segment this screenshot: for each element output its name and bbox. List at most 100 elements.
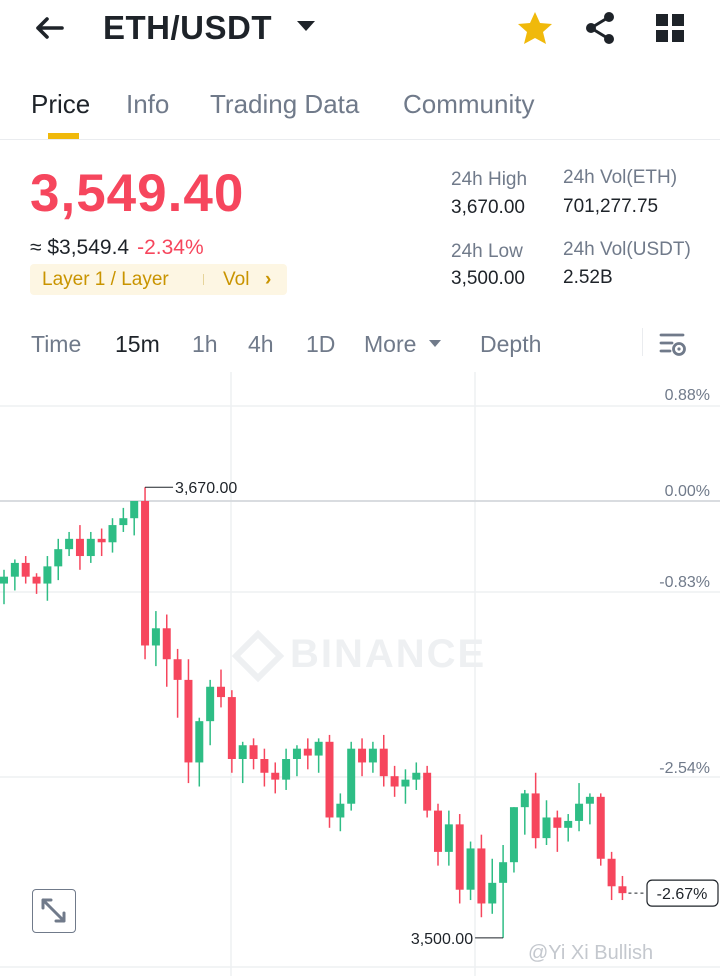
active-tab-indicator [48,133,79,139]
approx-usd-price: ≈ $3,549.4 [30,236,130,259]
tab-info[interactable]: Info [126,89,170,119]
candle-body [401,779,410,787]
share-button[interactable] [580,9,620,47]
interval-1h[interactable]: 1h [192,331,218,357]
candle-body [553,817,562,828]
interval-15m[interactable]: 15m [115,331,160,357]
candle-body [130,501,139,519]
interval-depth[interactable]: Depth [480,331,542,357]
candle-body [444,824,453,852]
category-tag-bar: Layer 1 / Layer Vol › [30,264,287,295]
candle-body [43,566,52,584]
current-price-badge [646,879,719,907]
candle-body [596,796,605,859]
candle-body [21,562,30,577]
candle-body [97,538,106,543]
candle-body [336,803,345,818]
stat-24h-vol-usdt-label: 24h Vol(USDT) [563,239,691,260]
interval-more[interactable]: More [364,330,443,358]
candle-body [434,810,442,852]
tab-price[interactable]: Price [31,89,91,119]
candle-body [65,538,74,550]
current-percent-label: -2.67% [657,886,708,903]
candle-body [195,721,204,763]
favorite-button[interactable] [515,9,555,47]
interval-bar: Time 15m 1h 4h 1D More Depth [0,322,720,366]
candle-body [347,748,356,804]
candle-body [509,807,518,863]
candle-body [314,741,323,756]
candle-body [499,862,508,883]
binance-watermark: BINANCE [290,632,486,676]
pair-title[interactable]: ETH/USDT [103,9,272,46]
candlestick-chart[interactable]: BINANCE 0.88% 0.00% -0.83% -2.54% 3,670.00 3,5… [0,372,720,976]
stat-24h-vol-eth-value: 701,277.75 [563,196,659,217]
candle-body [151,628,160,646]
candle-body [0,576,8,584]
candle-body [173,659,182,680]
candle-body [542,817,551,839]
back-button[interactable] [28,8,72,48]
candle-body [10,562,19,577]
interval-more-label: More [364,331,417,357]
interval-divider [642,328,643,356]
candle-body [455,824,464,890]
vol-tag[interactable]: Vol [223,269,250,290]
candle-body [520,793,529,808]
candle-body [217,686,225,698]
stat-24h-high-value: 3,670.00 [451,197,525,218]
binance-watermark-logo [231,629,285,683]
stat-24h-low-label: 24h Low [451,241,523,262]
candle-body [184,679,193,763]
chart-settings-button[interactable] [656,326,690,360]
y-axis-label: -2.54% [659,760,710,777]
candle-body [227,697,236,759]
candle-body [477,848,486,904]
candle-body [260,759,269,773]
candle-body [206,686,215,722]
candle-body [358,748,367,763]
candle-body [119,518,128,526]
interval-4h[interactable]: 4h [248,331,274,357]
grid-menu-button[interactable] [650,9,690,47]
price-subline: ≈ $3,549.4 -2.34% [30,234,204,262]
y-axis-label: 0.00% [665,483,710,500]
candle-body [303,748,312,756]
chevron-right-icon[interactable]: › [265,269,272,290]
candle-body [271,772,280,780]
caret-down-icon [428,340,441,347]
tab-community[interactable]: Community [403,89,535,119]
candle-body [86,538,95,557]
interval-1d[interactable]: 1D [306,331,336,357]
candle-body [607,858,616,887]
layer-tag[interactable]: Layer 1 / Layer [42,269,169,290]
tab-trading-data[interactable]: Trading Data [210,89,360,119]
candle-body [412,772,421,780]
candle-body [108,525,117,543]
stat-24h-vol-eth-label: 24h Vol(ETH) [563,167,678,188]
interval-time[interactable]: Time [31,331,82,357]
candle-body [379,748,388,777]
candle-body [575,803,584,821]
candle-body [423,772,432,811]
candle-body [141,501,150,646]
candle-body [249,745,258,759]
section-tabs: Price Info Trading Data Community [0,80,720,140]
share-icon [586,12,614,44]
candle-body [162,628,171,660]
tag-separator [203,274,204,285]
last-price: 3,549.40 [30,164,245,223]
fullscreen-button[interactable] [32,889,76,933]
star-icon [518,12,552,44]
candle-body [368,748,377,763]
stat-24h-low-value: 3,500.00 [451,268,525,289]
y-axis-label: -0.83% [659,574,710,591]
candle-body [282,759,291,780]
candle-body [54,549,63,567]
price-chart[interactable]: BINANCE 0.88% 0.00% -0.83% -2.54% 3,670.00 3,5… [0,372,720,976]
candle-body [292,748,301,759]
pair-dropdown-button[interactable] [294,16,318,36]
stat-24h-vol-usdt-value: 2.52B [563,267,613,288]
stat-24h-high-label: 24h High [451,169,528,190]
chart-settings-icon [659,333,686,356]
